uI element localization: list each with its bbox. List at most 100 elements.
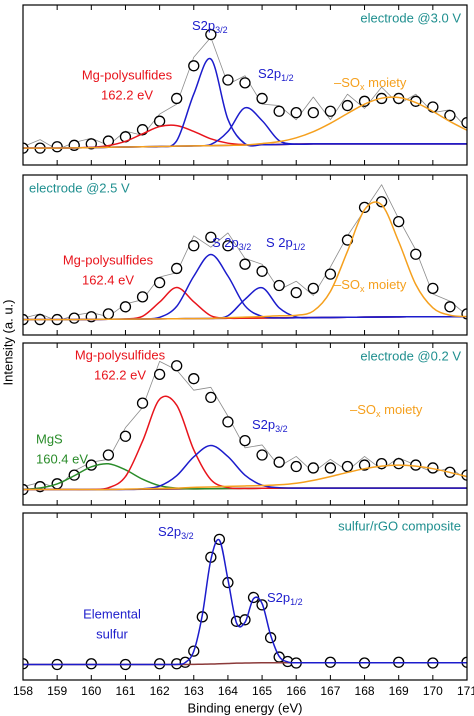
data-point: [188, 60, 200, 72]
annotation: S2p1/2: [267, 590, 303, 607]
annotation-subscript: x: [360, 284, 365, 294]
fit-component: [23, 464, 467, 491]
x-tick-label: 166: [286, 684, 306, 698]
panel: electrode @2.5 VS 2p3/2 S 2p1/2Mg-polysul…: [22, 174, 468, 336]
plot-area: [23, 360, 467, 496]
panel-title: sulfur/rGO composite: [338, 518, 461, 533]
data-point: [341, 99, 354, 112]
data-point: [273, 279, 285, 292]
plot-area: [23, 184, 467, 326]
data-point: [290, 286, 302, 299]
x-tick-label: 160: [81, 684, 101, 698]
data-point: [205, 231, 217, 243]
annotation: 162.2 eV: [101, 87, 153, 102]
annotation: S2p1/2: [258, 66, 294, 83]
panel-frame: [22, 342, 468, 506]
data-point: [324, 105, 337, 117]
plot-area: [23, 28, 467, 154]
data-point: [68, 312, 80, 324]
data-point: [239, 258, 251, 270]
annotation-text: S2p: [252, 417, 275, 432]
annotation-text: S 2p: [212, 235, 239, 250]
data-point: [444, 301, 456, 313]
annotation-subscript: 3/2: [215, 25, 228, 35]
x-tick-label: 163: [184, 684, 204, 698]
x-tick-label: 168: [355, 684, 375, 698]
annotation: –SOx moiety: [350, 402, 423, 419]
annotation-text: –SO: [334, 75, 360, 90]
annotation-subscript: 1/2: [290, 597, 303, 607]
annotation: S 2p1/2: [266, 235, 305, 252]
panel: electrode @3.0 V Mg-polysulfides 162.2 eV S…: [22, 4, 468, 166]
data-point: [290, 460, 302, 473]
data-point: [256, 449, 268, 461]
annotation: Mg-polysulfides: [63, 252, 154, 267]
x-tick-label: 165: [252, 684, 272, 698]
annotation: S2p3/2: [158, 524, 194, 541]
data-point: [393, 457, 405, 470]
data-point: [273, 105, 285, 117]
annotation-subscript: 1/2: [293, 242, 306, 252]
data-point: [393, 215, 405, 228]
data-point: [102, 308, 115, 320]
annotation-subscript: x: [376, 409, 381, 419]
data-point: [341, 460, 354, 473]
data-point: [205, 28, 217, 41]
data-point: [324, 268, 337, 280]
annotation: Mg-polysulfides: [75, 347, 166, 362]
data-point: [171, 262, 183, 275]
data-point: [51, 141, 63, 153]
panel: electrode @0.2 V Mg-polysulfides 162.2 eV S…: [22, 342, 468, 506]
data-point: [273, 456, 285, 468]
data-point: [119, 301, 132, 313]
annotation: MgS: [36, 431, 63, 446]
annotation-text: moiety: [365, 277, 407, 292]
panel-frame: [22, 512, 468, 681]
x-tick-label: 164: [218, 684, 238, 698]
data-point: [222, 240, 234, 252]
x-tick-label: 167: [320, 684, 340, 698]
annotation: –SOx moiety: [334, 277, 407, 294]
data-point: [153, 115, 166, 127]
annotation-subscript: 3/2: [181, 531, 194, 541]
data-point: [102, 449, 115, 461]
x-tick-label: 159: [47, 684, 67, 698]
annotation: 160.4 eV: [36, 451, 88, 466]
annotation-text: S2p: [158, 524, 181, 539]
annotation-text: S2p: [192, 18, 215, 33]
data-point: [427, 282, 439, 294]
data-point: [205, 391, 217, 404]
data-point: [290, 107, 302, 119]
data-point: [171, 360, 183, 372]
data-point: [239, 434, 251, 447]
annotation-text: moiety: [365, 75, 407, 90]
panel: 158 159 160 161 162 163 164 165 166 167 168 169 170 1…: [0, 300, 474, 716]
data-point: [307, 282, 319, 294]
annotation-subscript: 3/2: [275, 424, 288, 434]
annotation-text: S2p: [258, 66, 281, 81]
x-axis-label: Binding energy (eV): [188, 700, 303, 715]
annotation-text: moiety: [381, 402, 423, 417]
data-point: [307, 107, 319, 119]
fit-component: [23, 96, 467, 149]
data-point: [188, 240, 200, 252]
data-point: [119, 430, 132, 442]
annotation-text: –SO: [350, 402, 376, 417]
annotation: 162.4 eV: [82, 272, 134, 287]
x-tick-label: 162: [150, 684, 170, 698]
data-point: [68, 139, 80, 151]
annotation: S2p3/2: [192, 18, 228, 35]
annotation: Elemental: [83, 606, 141, 621]
annotation-subscript: 1/2: [281, 73, 294, 83]
annotation: –SOx moiety: [334, 75, 407, 92]
data-point: [222, 416, 234, 428]
y-axis-label: Intensity (a. u.): [0, 300, 15, 386]
annotation-subscript: 3/2: [239, 242, 252, 252]
raw-spectrum: [23, 184, 467, 322]
fit-component: [23, 201, 467, 321]
data-point: [153, 277, 166, 289]
annotation-subscript: x: [360, 82, 365, 92]
panel-frame: [22, 4, 468, 166]
data-point: [410, 248, 422, 260]
